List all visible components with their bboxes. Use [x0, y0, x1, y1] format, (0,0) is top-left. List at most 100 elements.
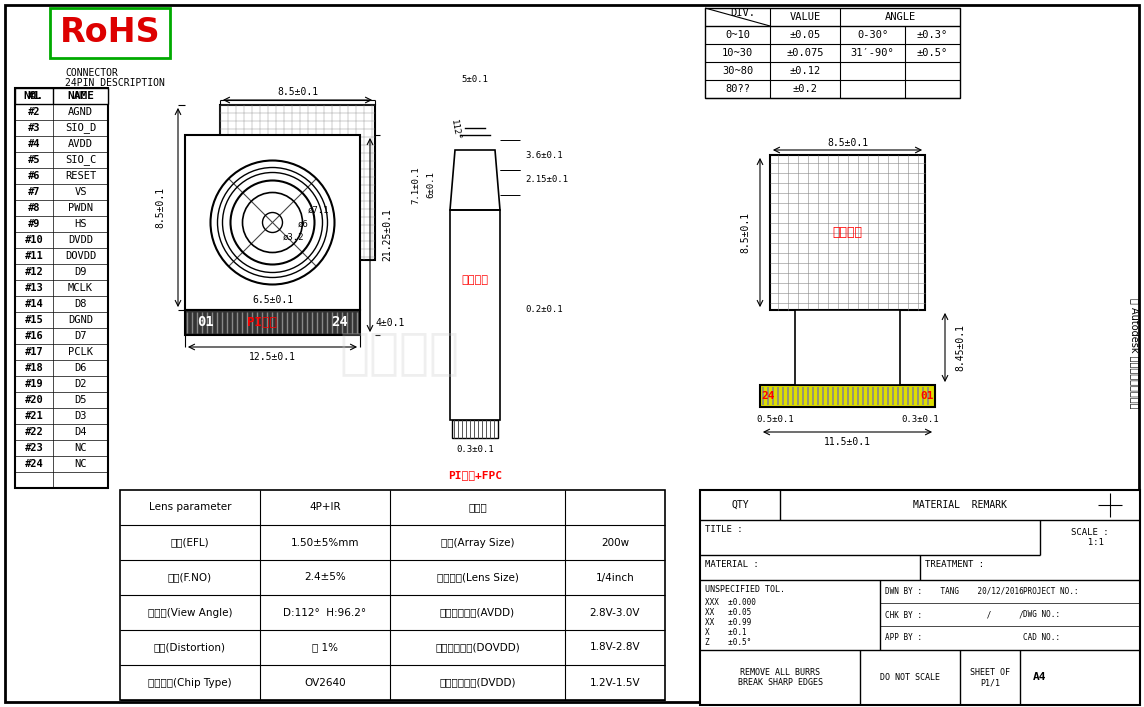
Text: 11.5±0.1: 11.5±0.1 — [824, 437, 871, 447]
Text: 8.5±0.1: 8.5±0.1 — [277, 87, 318, 97]
Text: 数字电路电压(DVDD): 数字电路电压(DVDD) — [439, 677, 516, 687]
Text: #5: #5 — [27, 155, 40, 165]
Text: D8: D8 — [74, 299, 87, 309]
Text: ±0.075: ±0.075 — [786, 48, 824, 58]
Text: #22: #22 — [25, 427, 43, 437]
Text: #11: #11 — [25, 251, 43, 261]
Text: #12: #12 — [25, 267, 43, 277]
Text: Z    ±0.5°: Z ±0.5° — [705, 638, 752, 647]
Text: ±0.2: ±0.2 — [793, 84, 818, 94]
Text: NC: NC — [74, 459, 87, 469]
Text: #18: #18 — [25, 363, 43, 373]
Bar — [50, 8, 170, 58]
Text: #2: #2 — [27, 107, 40, 117]
Text: DWG NO.:: DWG NO.: — [1023, 610, 1060, 619]
Text: 200w: 200w — [601, 537, 629, 547]
Bar — [700, 490, 1141, 705]
Text: 8.5±0.1: 8.5±0.1 — [827, 138, 868, 148]
Text: #3: #3 — [27, 123, 40, 133]
Text: #6: #6 — [27, 171, 40, 181]
Text: 0-30°: 0-30° — [857, 30, 888, 40]
Text: MATERIAL :: MATERIAL : — [705, 560, 758, 569]
Text: PI补强: PI补强 — [247, 316, 278, 329]
Text: 4P+IR: 4P+IR — [309, 503, 341, 513]
Text: #8: #8 — [27, 203, 40, 213]
Text: 6±0.1: 6±0.1 — [426, 172, 435, 199]
Text: NC: NC — [74, 91, 87, 101]
Bar — [450, 210, 500, 420]
Text: 24: 24 — [761, 391, 774, 401]
Text: 模拟电路电压(AVDD): 模拟电路电压(AVDD) — [440, 607, 515, 617]
Text: 0~10: 0~10 — [725, 30, 750, 40]
Text: D6: D6 — [74, 363, 87, 373]
Text: #15: #15 — [25, 315, 43, 325]
Text: 6.5±0.1: 6.5±0.1 — [252, 295, 293, 305]
Text: XX   ±0.99: XX ±0.99 — [705, 618, 752, 627]
Text: #20: #20 — [25, 395, 43, 405]
Text: QTY: QTY — [731, 500, 749, 510]
Text: NO.: NO. — [24, 91, 45, 101]
Text: 12.5±0.1: 12.5±0.1 — [249, 352, 296, 362]
Text: AVDD: AVDD — [67, 139, 93, 149]
Text: DVDD: DVDD — [67, 235, 93, 245]
Text: DO NOT SCALE: DO NOT SCALE — [880, 673, 940, 682]
Text: 7.1±0.1: 7.1±0.1 — [411, 166, 420, 204]
Text: 感光芯片(Chip Type): 感光芯片(Chip Type) — [149, 677, 232, 687]
Text: NAME: NAME — [67, 91, 94, 101]
Text: 畚变(Distortion): 畚变(Distortion) — [154, 643, 227, 653]
Text: ±0.5°: ±0.5° — [916, 48, 948, 58]
Text: #13: #13 — [25, 283, 43, 293]
Text: 10~30: 10~30 — [722, 48, 753, 58]
Text: #4: #4 — [27, 139, 40, 149]
Text: NC: NC — [74, 443, 87, 453]
Bar — [15, 88, 108, 488]
Text: CONNECTOR: CONNECTOR — [65, 68, 118, 78]
Text: 30~80: 30~80 — [722, 66, 753, 76]
Text: OV2640: OV2640 — [304, 677, 345, 687]
Text: #14: #14 — [25, 299, 43, 309]
Text: 8.5±0.1: 8.5±0.1 — [154, 187, 165, 228]
Text: 21.25±0.1: 21.25±0.1 — [382, 209, 392, 262]
Text: 80??: 80?? — [725, 84, 750, 94]
Text: 0.3±0.1: 0.3±0.1 — [456, 445, 494, 455]
Bar — [760, 385, 935, 407]
Text: #1: #1 — [27, 91, 40, 101]
Text: CAD NO.:: CAD NO.: — [1023, 633, 1060, 642]
Text: 112°: 112° — [448, 119, 461, 141]
Bar — [220, 105, 375, 260]
Text: 8.45±0.1: 8.45±0.1 — [955, 324, 966, 371]
Text: ±0.3°: ±0.3° — [916, 30, 948, 40]
Text: MATERIAL  REMARK: MATERIAL REMARK — [913, 500, 1007, 510]
Text: 0.5±0.1: 0.5±0.1 — [756, 414, 794, 423]
Bar — [15, 88, 108, 104]
Bar — [795, 310, 900, 385]
Text: 01: 01 — [197, 315, 214, 329]
Text: #19: #19 — [25, 379, 43, 389]
Text: 1.50±5%mm: 1.50±5%mm — [291, 537, 359, 547]
Text: #24: #24 — [25, 459, 43, 469]
Text: D7: D7 — [74, 331, 87, 341]
Text: SCALE :
  1:1: SCALE : 1:1 — [1071, 528, 1109, 547]
Text: 1.2V-1.5V: 1.2V-1.5V — [589, 677, 641, 687]
Text: RESET: RESET — [65, 171, 96, 181]
Text: DGND: DGND — [67, 315, 93, 325]
Text: XX   ±0.05: XX ±0.05 — [705, 608, 752, 617]
Text: ø7.1: ø7.1 — [308, 206, 329, 215]
Text: REMOVE ALL BURRS
BREAK SHARP EDGES: REMOVE ALL BURRS BREAK SHARP EDGES — [738, 668, 823, 687]
Text: 视场角(View Angle): 视场角(View Angle) — [148, 607, 232, 617]
Text: TREATMENT :: TREATMENT : — [925, 560, 984, 569]
Text: ＜ 1%: ＜ 1% — [312, 643, 337, 653]
Text: 01: 01 — [920, 391, 934, 401]
Text: ø6: ø6 — [297, 220, 308, 229]
Text: D3: D3 — [74, 411, 87, 421]
Text: #9: #9 — [27, 219, 40, 229]
Text: 焦距(EFL): 焦距(EFL) — [170, 537, 209, 547]
Text: 4±0.1: 4±0.1 — [375, 317, 404, 327]
Text: 接口电路电压(DOVDD): 接口电路电压(DOVDD) — [435, 643, 519, 653]
Text: PWDN: PWDN — [67, 203, 93, 213]
Text: UNSPECIFIED TOL.: UNSPECIFIED TOL. — [705, 585, 785, 594]
Text: SHEET OF
P1/1: SHEET OF P1/1 — [970, 668, 1010, 687]
Text: MCLK: MCLK — [67, 283, 93, 293]
Text: 光圈(F.NO): 光圈(F.NO) — [168, 573, 212, 583]
Text: 1/4inch: 1/4inch — [596, 573, 635, 583]
